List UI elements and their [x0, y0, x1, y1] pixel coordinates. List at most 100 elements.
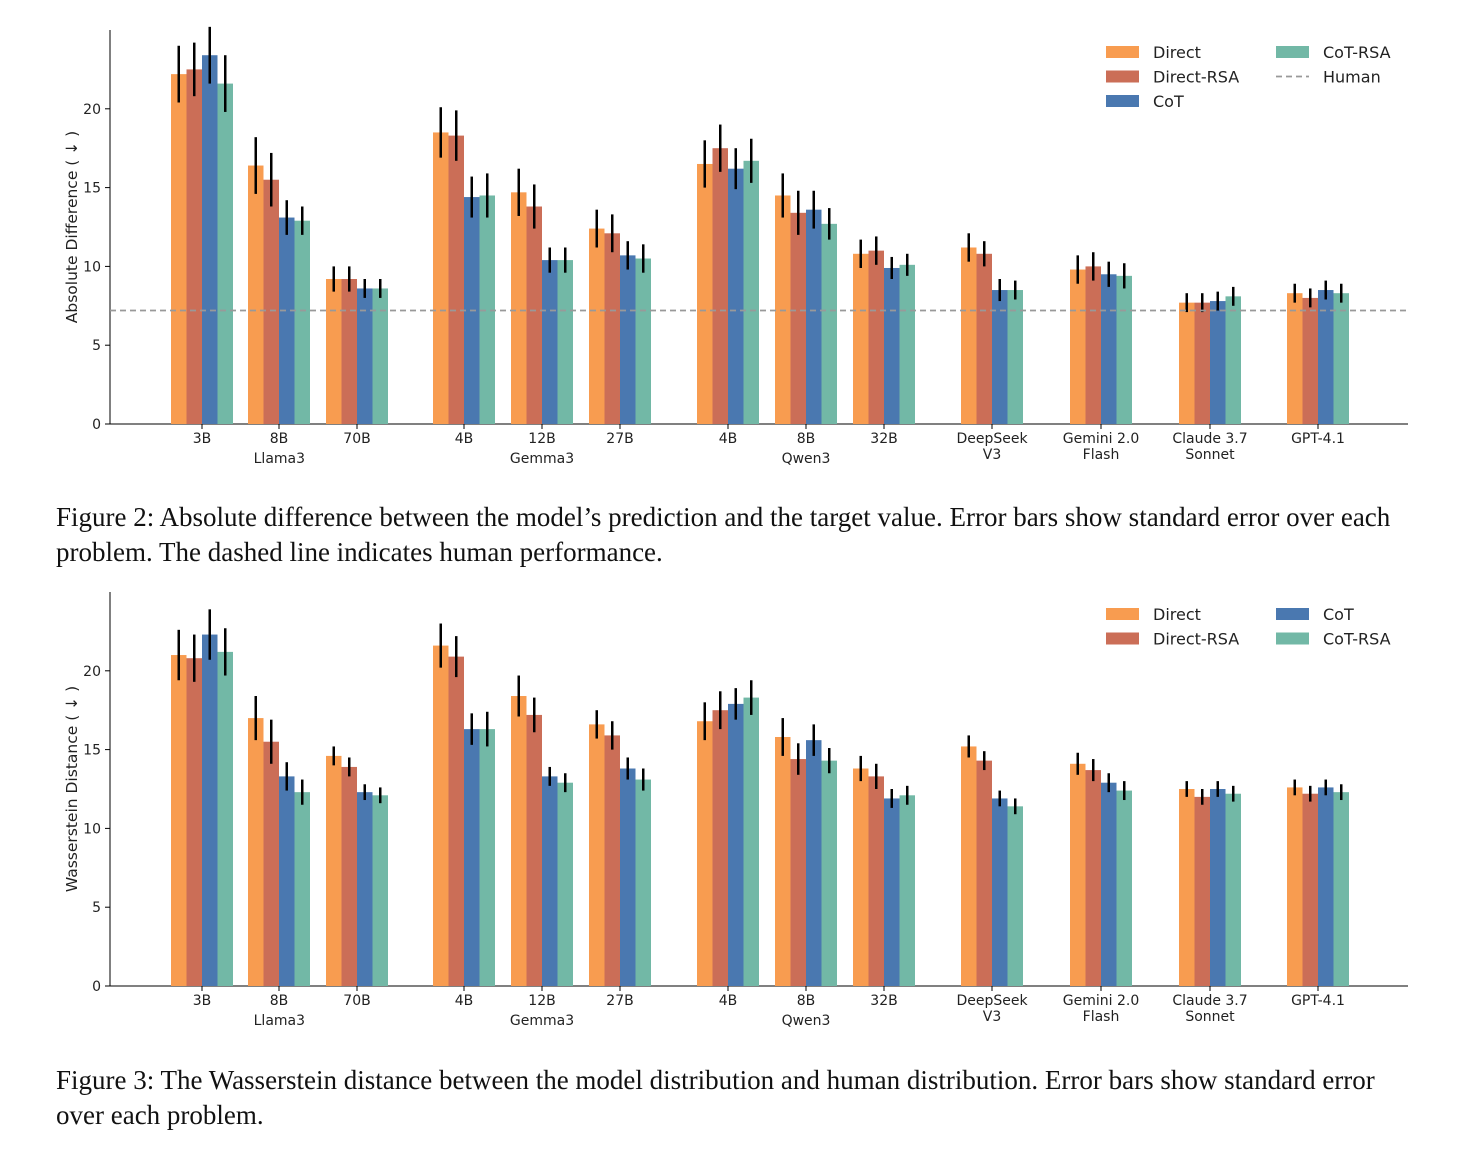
bar-direct — [697, 163, 713, 424]
bar-direct — [853, 253, 869, 424]
y-tick-label: 5 — [92, 338, 101, 354]
group-label: Llama3 — [254, 451, 305, 467]
bar-direct-rsa — [790, 759, 806, 986]
bar-cot-rsa — [479, 729, 495, 986]
bar-direct — [1070, 269, 1086, 424]
bar-cot-rsa — [294, 220, 310, 424]
x-tick-label: 4B — [455, 431, 474, 447]
bar-cot — [542, 260, 558, 424]
bar-cot-rsa — [821, 223, 837, 424]
legend-swatch — [1276, 46, 1309, 58]
bar-cot — [728, 168, 744, 424]
bar-cot — [1318, 290, 1334, 424]
x-tick-label: 3B — [193, 993, 212, 1009]
bar-cot — [1210, 789, 1226, 986]
x-tick-label: 3B — [193, 431, 212, 447]
bar-direct-rsa — [790, 212, 806, 424]
bar-direct — [511, 696, 527, 986]
x-tick-label: Claude 3.7 Sonnet — [1172, 993, 1247, 1025]
bar-direct — [1070, 763, 1086, 986]
legend-label: Human — [1323, 68, 1381, 87]
legend-swatch — [1276, 632, 1309, 645]
bar-direct — [1179, 302, 1195, 424]
bar-cot — [202, 634, 218, 986]
bar-direct — [1287, 293, 1303, 424]
legend-swatch — [1106, 95, 1139, 107]
bar-cot — [542, 776, 558, 986]
x-tick-label: GPT-4.1 — [1291, 431, 1345, 447]
bar-direct — [171, 655, 187, 986]
legend-label: Direct-RSA — [1153, 630, 1239, 649]
bar-cot — [202, 55, 218, 424]
group-label: Qwen3 — [782, 451, 831, 467]
legend-swatch — [1106, 46, 1139, 58]
legend-item-direct-rsa: Direct-RSA — [1106, 68, 1239, 87]
group-label: Gemma3 — [510, 1013, 574, 1029]
x-tick-label: GPT-4.1 — [1291, 993, 1345, 1009]
bar-direct — [961, 247, 977, 424]
figure-3: 0 5 10 15 20 Wasserstein Distance ( ↓ ) 3B 8B 70… — [0, 580, 1473, 1040]
bar-direct — [433, 645, 449, 986]
bar-cot-rsa — [821, 760, 837, 986]
bar-direct-rsa — [712, 710, 728, 986]
x-tick-label: 27B — [606, 431, 633, 447]
bar-direct — [326, 755, 342, 986]
x-tick-label: Claude 3.7 Sonnet — [1172, 431, 1247, 463]
bar-direct-rsa — [604, 233, 620, 424]
bar-direct — [589, 228, 605, 424]
group-label: Qwen3 — [782, 1013, 831, 1029]
bar-cot-rsa — [1225, 793, 1241, 986]
bar-cot-rsa — [479, 195, 495, 424]
y-axis-label: Absolute Difference ( ↓ ) — [63, 131, 81, 323]
x-tick-label: 4B — [455, 993, 474, 1009]
bar-direct-rsa — [604, 735, 620, 986]
bar-cot — [806, 740, 822, 986]
bar-cot — [1101, 274, 1117, 424]
bar-direct-rsa — [341, 766, 357, 986]
bar-cot — [357, 288, 373, 424]
bar-cot — [279, 217, 295, 424]
bar-direct-rsa — [526, 714, 542, 986]
bar-direct — [326, 279, 342, 424]
bar-cot — [806, 209, 822, 424]
x-tick-label: 4B — [719, 431, 738, 447]
bar-direct-rsa — [186, 658, 202, 986]
bar-cot-rsa — [899, 795, 915, 986]
x-tick-label: DeepSeek V3 — [956, 993, 1028, 1025]
legend-item-cot: CoT — [1276, 605, 1354, 624]
bar-direct — [1179, 789, 1195, 986]
bar-cot-rsa — [557, 782, 573, 986]
legend-label: CoT-RSA — [1323, 630, 1391, 649]
bar-cot — [992, 290, 1008, 424]
y-tick-label: 15 — [83, 181, 101, 197]
x-tick-label: 8B — [797, 993, 816, 1009]
bar-direct-rsa — [1085, 770, 1101, 986]
x-tick-label: 27B — [606, 993, 633, 1009]
legend-swatch — [1106, 632, 1139, 645]
bar-cot — [620, 768, 636, 986]
x-tick-label: Gemini 2.0 Flash — [1063, 431, 1139, 463]
bar-direct-rsa — [263, 179, 279, 424]
bar-cot — [464, 729, 480, 986]
bar-direct — [171, 74, 187, 425]
y-tick-label: 0 — [92, 417, 101, 433]
bar-cot-rsa — [217, 651, 233, 986]
bar-direct-rsa — [186, 69, 202, 425]
figure-3-caption: Figure 3: The Wasserstein distance betwe… — [56, 1065, 1375, 1130]
group-label: Gemma3 — [510, 451, 574, 467]
bar-cot-rsa — [899, 264, 915, 424]
legend-label: CoT — [1153, 92, 1184, 111]
legend-label: Direct — [1153, 43, 1201, 62]
bar-direct-rsa — [976, 760, 992, 986]
x-tick-label: 70B — [343, 431, 370, 447]
x-tick-label: 32B — [870, 993, 897, 1009]
y-tick-label: 10 — [83, 259, 101, 275]
bar-direct — [1287, 787, 1303, 986]
legend-item-cot: CoT — [1106, 92, 1184, 111]
bar-direct-rsa — [1194, 796, 1210, 986]
bar-cot-rsa — [217, 83, 233, 425]
bar-direct-rsa — [1194, 302, 1210, 424]
x-tick-label: 8B — [270, 431, 289, 447]
y-tick-label: 5 — [92, 900, 101, 916]
